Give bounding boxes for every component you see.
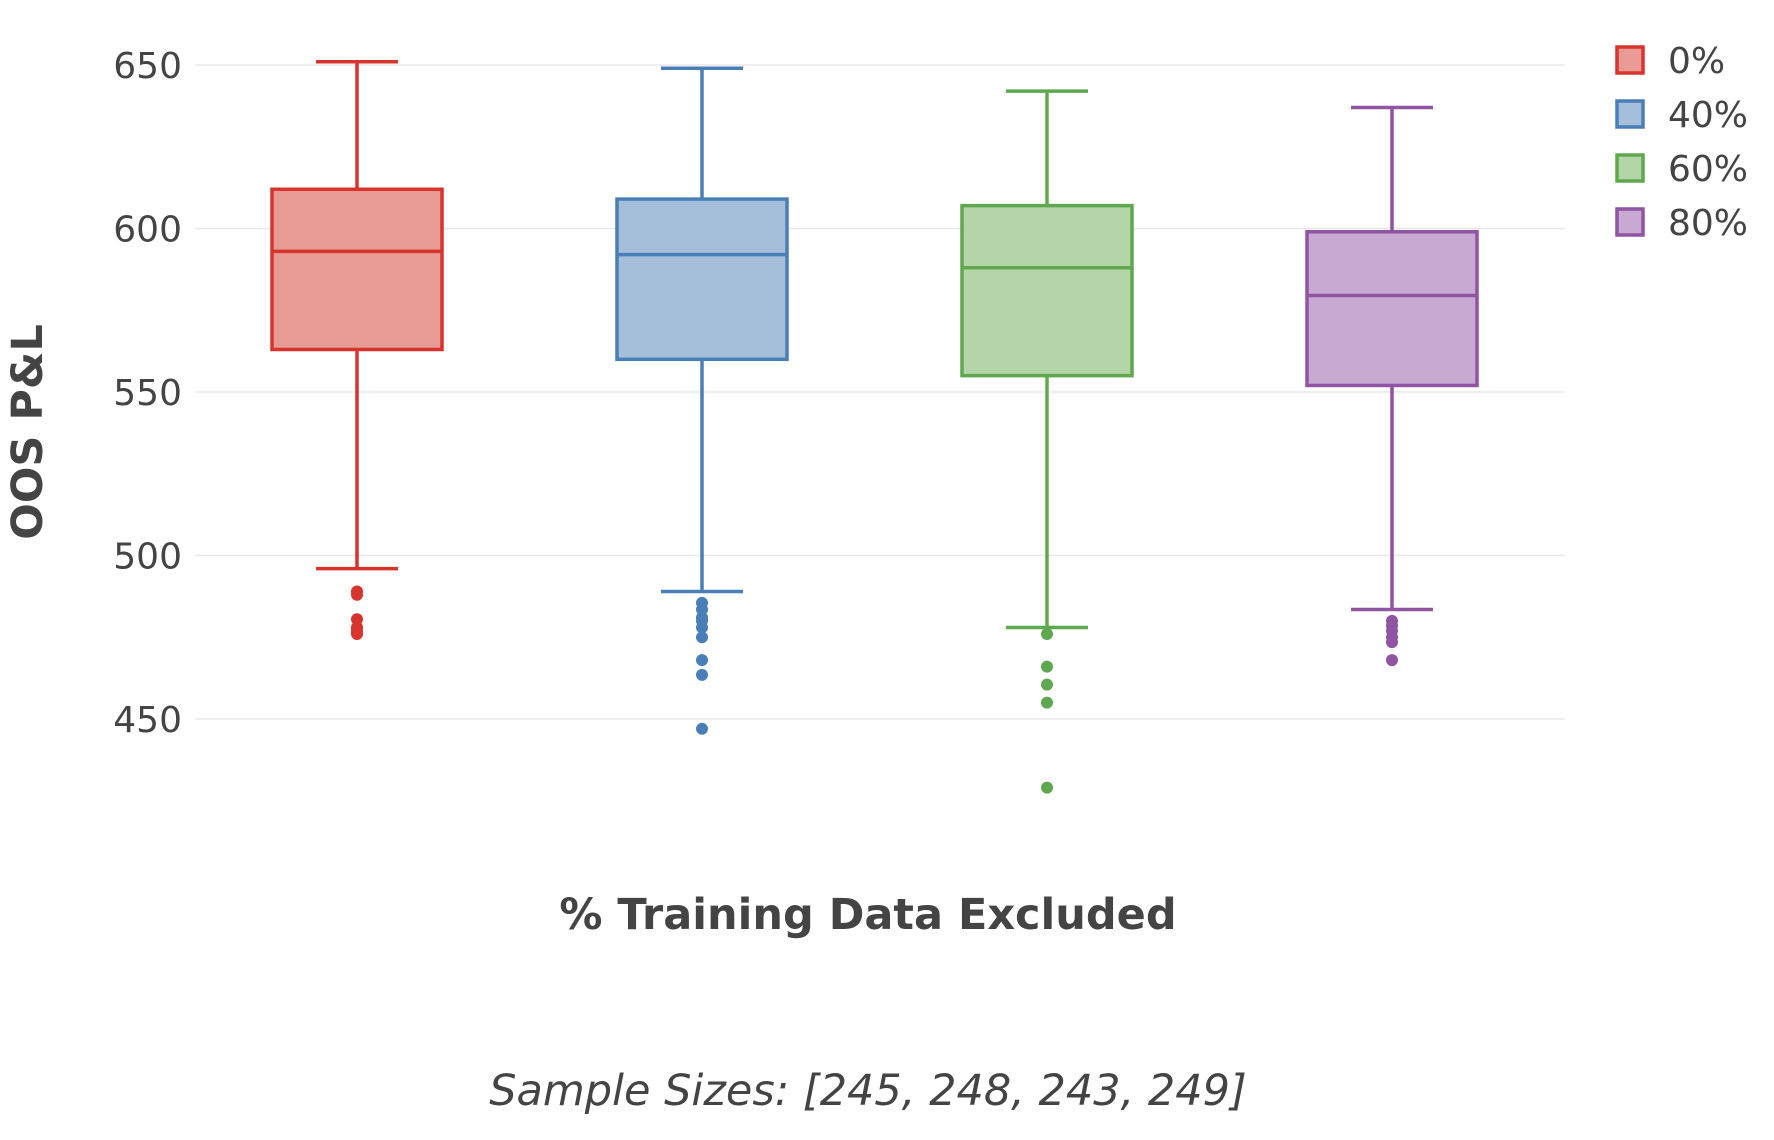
outlier-point (1041, 696, 1053, 709)
legend[interactable]: 0% 40% 60% 80% (1615, 41, 1748, 244)
legend-swatch (1615, 99, 1645, 129)
x-axis-title: % Training Data Excluded (559, 890, 1176, 940)
outlier-point (1041, 678, 1053, 691)
box-group-80pct (1305, 105, 1479, 667)
outlier-point (351, 613, 363, 626)
y-tick-label-600: 600 (113, 210, 182, 251)
legend-item-80pct[interactable]: 80% (1615, 203, 1748, 244)
y-tick-label-550: 550 (113, 373, 182, 414)
legend-item-40pct[interactable]: 40% (1615, 95, 1748, 136)
outlier-point (1041, 660, 1053, 673)
legend-swatch (1615, 153, 1645, 183)
outlier-point (696, 654, 708, 667)
caption-sample-sizes: Sample Sizes: [245, 248, 243, 249] (489, 1066, 1247, 1116)
y-tick-label-450: 450 (113, 700, 182, 741)
iqr-box (960, 203, 1134, 378)
box-group-60pct (960, 89, 1134, 794)
legend-item-60pct[interactable]: 60% (1615, 149, 1748, 190)
legend-label: 40% (1668, 95, 1748, 136)
outlier-point (351, 585, 363, 598)
box-group-40pct (615, 66, 789, 735)
gridlines (195, 64, 1565, 720)
y-tick-label-650: 650 (113, 46, 182, 87)
boxes (270, 59, 1479, 794)
legend-swatch (1615, 45, 1645, 75)
outlier-point (696, 631, 708, 644)
iqr-box (615, 197, 789, 362)
box-group-0pct (270, 59, 444, 640)
y-axis-ticks: 450 500 550 600 650 (113, 46, 182, 741)
y-tick-label-500: 500 (113, 537, 182, 578)
outlier-point (696, 668, 708, 681)
outlier-point (696, 596, 708, 609)
y-axis-title: OOS P&L (3, 324, 53, 539)
legend-swatch (1615, 207, 1645, 237)
legend-label: 80% (1668, 203, 1748, 244)
legend-label: 0% (1668, 41, 1725, 82)
iqr-box (270, 187, 444, 352)
outlier-point (696, 722, 708, 735)
outlier-point (1386, 614, 1398, 627)
outlier-point (1386, 654, 1398, 667)
outlier-point (1041, 627, 1053, 640)
outlier-point (1041, 781, 1053, 794)
legend-label: 60% (1668, 149, 1748, 190)
legend-item-0pct[interactable]: 0% (1615, 41, 1725, 82)
iqr-box (1305, 230, 1479, 388)
